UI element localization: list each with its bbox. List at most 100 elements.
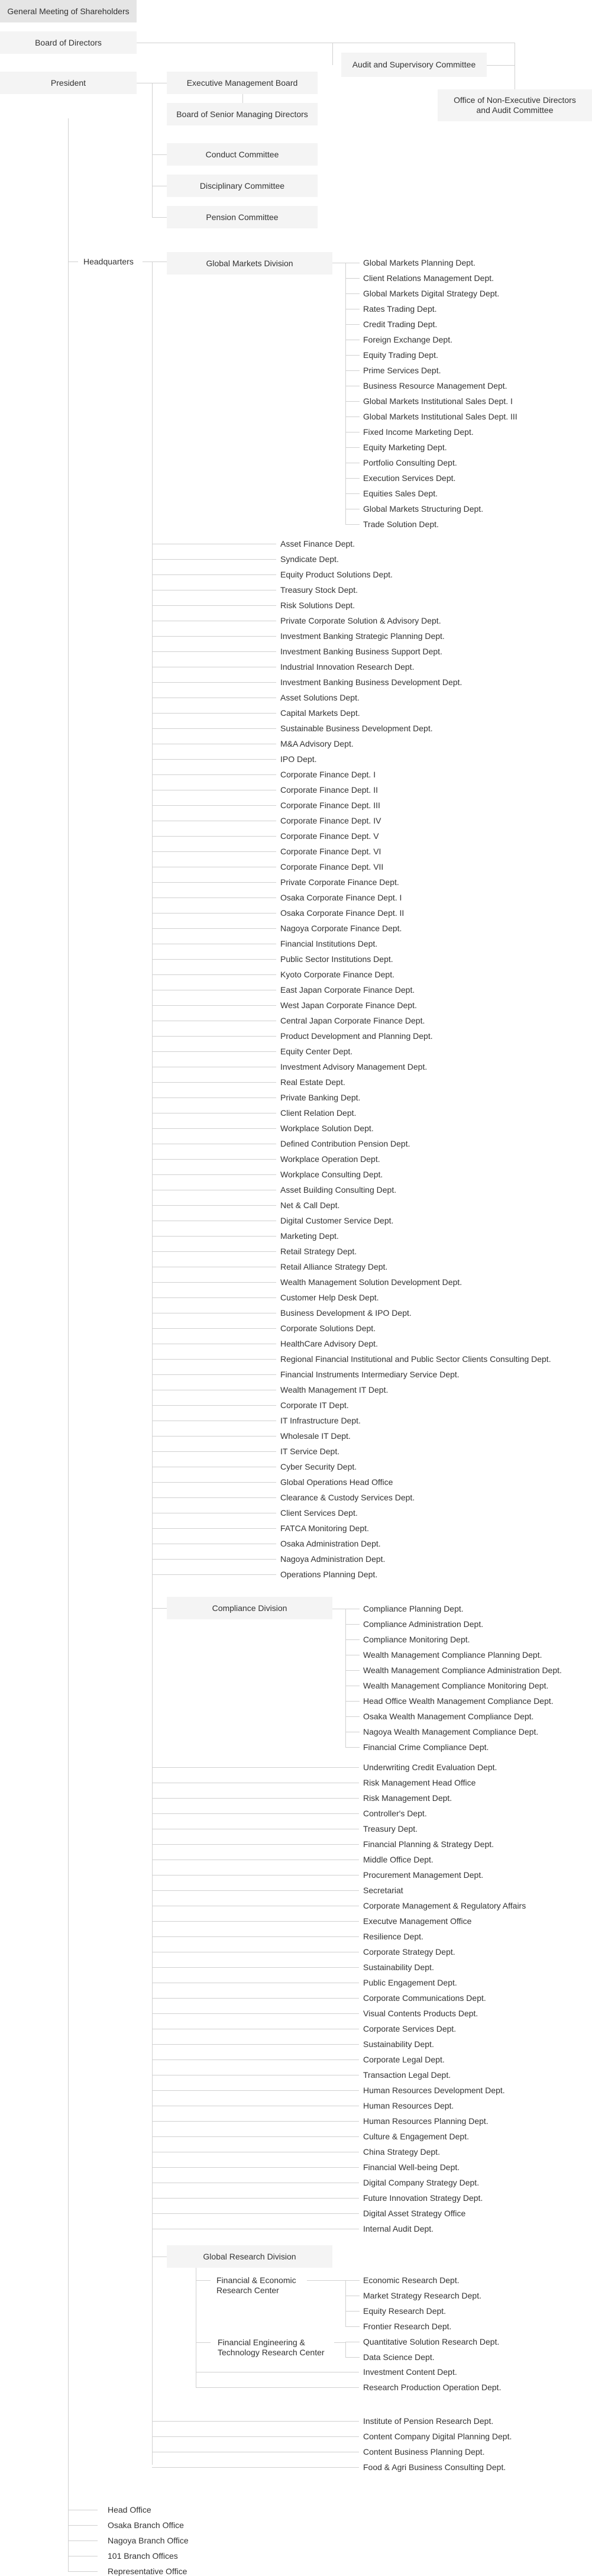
- connector-line: [152, 1128, 276, 1129]
- dept-item: Clearance & Custody Services Dept.: [280, 1493, 415, 1502]
- connector-line: [152, 774, 276, 775]
- connector-line: [345, 2280, 346, 2326]
- dept-item: Private Corporate Solution & Advisory De…: [280, 616, 441, 625]
- connector-line: [152, 1374, 276, 1375]
- dept-item: Equity Product Solutions Dept.: [280, 570, 393, 579]
- dept-item: Client Relations Management Dept.: [363, 273, 494, 283]
- dept-item: Visual Contents Products Dept.: [363, 2009, 478, 2018]
- dept-item: Middle Office Dept.: [363, 1855, 434, 1864]
- connector-line: [345, 1609, 346, 1747]
- dept-item: FATCA Monitoring Dept.: [280, 1523, 369, 1533]
- dept-item: Human Resources Planning Dept.: [363, 2116, 489, 2126]
- dept-item: Global Markets Digital Strategy Dept.: [363, 289, 500, 298]
- dept-item: Osaka Administration Dept.: [280, 1539, 381, 1548]
- dept-item: Workplace Operation Dept.: [280, 1154, 380, 1164]
- board-senior-managing-directors-box: Board of Senior Managing Directors: [167, 103, 318, 125]
- dept-item: Treasury Dept.: [363, 1824, 418, 1833]
- dept-item: Asset Solutions Dept.: [280, 693, 360, 702]
- dept-item: Wholesale IT Dept.: [280, 1431, 351, 1441]
- dept-item: Frontier Research Dept.: [363, 2322, 452, 2331]
- connector-line: [152, 1282, 276, 1283]
- dept-item: Investment Banking Business Development …: [280, 677, 462, 687]
- dept-item: Operations Planning Dept.: [280, 1570, 378, 1579]
- president-label: President: [50, 78, 86, 88]
- executive-management-board-label: Executive Management Board: [186, 78, 298, 88]
- dept-item: Retail Alliance Strategy Dept.: [280, 1262, 388, 1271]
- dept-item: Equity Research Dept.: [363, 2306, 447, 2316]
- connector-line: [152, 1159, 276, 1160]
- dept-item: IT Service Dept.: [280, 1447, 340, 1456]
- connector-line: [152, 2213, 359, 2214]
- connector-line: [196, 2342, 211, 2343]
- connector-line: [152, 713, 276, 714]
- connector-line: [152, 2421, 359, 2422]
- dept-item: Underwriting Credit Evaluation Dept.: [363, 1762, 497, 1772]
- dept-item: Private Banking Dept.: [280, 1093, 361, 1102]
- dept-item: Corporate Finance Dept. VII: [280, 862, 384, 871]
- dept-item: Osaka Branch Office: [108, 2520, 184, 2530]
- dept-item: Global Markets Structuring Dept.: [363, 504, 484, 514]
- connector-line: [152, 1082, 276, 1083]
- dept-item: Controller's Dept.: [363, 1809, 427, 1818]
- dept-item: Digital Company Strategy Dept.: [363, 2178, 480, 2187]
- dept-item: Equity Center Dept.: [280, 1047, 353, 1056]
- dept-item: Rates Trading Dept.: [363, 304, 437, 314]
- connector-line: [152, 2167, 359, 2168]
- dept-item: Investment Banking Strategic Planning De…: [280, 631, 445, 641]
- connector-line: [152, 154, 167, 155]
- connector-line: [152, 1844, 359, 1845]
- dept-item: Real Estate Dept.: [280, 1077, 345, 1087]
- dept-item: Wealth Management Compliance Monitoring …: [363, 1681, 549, 1690]
- connector-line: [152, 1921, 359, 1922]
- dept-item: Workplace Consulting Dept.: [280, 1170, 383, 1179]
- dept-item: Global Operations Head Office: [280, 1477, 393, 1487]
- dept-item: Sustainability Dept.: [363, 1962, 434, 1972]
- dept-item: Food & Agri Business Consulting Dept.: [363, 2462, 506, 2472]
- dept-item: Financial Institutions Dept.: [280, 939, 378, 948]
- dept-item: Customer Help Desk Dept.: [280, 1293, 379, 1302]
- dept-item: Corporate Finance Dept. I: [280, 770, 376, 779]
- connector-line: [152, 2059, 359, 2060]
- connector-line: [345, 278, 360, 279]
- connector-line: [196, 2387, 359, 2388]
- connector-line: [345, 524, 360, 525]
- dept-item: Workplace Solution Dept.: [280, 1124, 374, 1133]
- connector-line: [152, 1005, 276, 1006]
- dept-item: IPO Dept.: [280, 754, 317, 764]
- connector-line: [196, 2280, 211, 2281]
- dept-item: Private Corporate Finance Dept.: [280, 877, 399, 887]
- dept-item: Equity Marketing Dept.: [363, 443, 447, 452]
- connector-line: [152, 1205, 276, 1206]
- dept-item: Credit Trading Dept.: [363, 319, 438, 329]
- dept-item: Treasury Stock Dept.: [280, 585, 358, 595]
- connector-line: [68, 118, 69, 2571]
- dept-item: Sustainability Dept.: [363, 2039, 434, 2049]
- general-meeting-label: General Meeting of Shareholders: [7, 6, 130, 16]
- dept-item: Syndicate Dept.: [280, 554, 339, 564]
- dept-item: Research Production Operation Dept.: [363, 2383, 502, 2392]
- connector-line: [152, 728, 276, 729]
- center-name-line1: Financial & Economic: [216, 2275, 296, 2285]
- dept-item: Nagoya Administration Dept.: [280, 1554, 386, 1564]
- dept-item: Procurement Management Dept.: [363, 1870, 484, 1880]
- board-of-directors-box: Board of Directors: [0, 31, 137, 54]
- center-name-line1: Financial Engineering &: [218, 2338, 305, 2347]
- connector-line: [68, 2571, 98, 2572]
- dept-item: Corporate Legal Dept.: [363, 2055, 445, 2064]
- dept-item: Kyoto Corporate Finance Dept.: [280, 970, 394, 979]
- dept-item: 101 Branch Offices: [108, 2551, 178, 2561]
- dept-item: Retail Strategy Dept.: [280, 1247, 357, 1256]
- dept-item: Content Company Digital Planning Dept.: [363, 2432, 512, 2441]
- compliance-division-box: Compliance Division: [167, 1597, 332, 1619]
- dept-item: Content Business Planning Dept.: [363, 2447, 485, 2456]
- audit-committee-label: Audit and Supervisory Committee: [352, 60, 476, 69]
- connector-line: [345, 324, 360, 325]
- dept-item: Business Development & IPO Dept.: [280, 1308, 412, 1318]
- dept-item: Corporate Finance Dept. II: [280, 785, 378, 795]
- dept-item: Trade Solution Dept.: [363, 519, 439, 529]
- conduct-committee-label: Conduct Committee: [205, 149, 279, 159]
- dept-item: Foreign Exchange Dept.: [363, 335, 452, 344]
- dept-item: Prime Services Dept.: [363, 366, 441, 375]
- connector-line: [345, 1716, 360, 1717]
- dept-item: Culture & Engagement Dept.: [363, 2132, 469, 2141]
